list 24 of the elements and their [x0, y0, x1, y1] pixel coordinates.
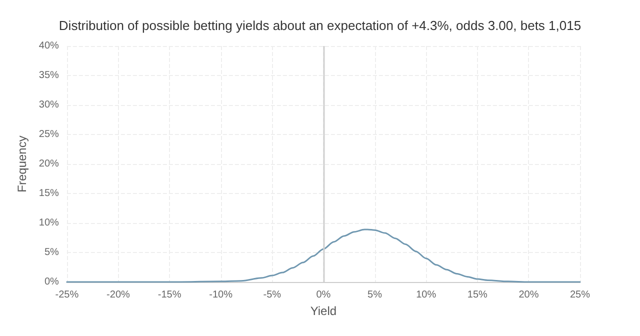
x-tick-label: -5%	[263, 290, 282, 300]
x-tick-label: 0%	[316, 290, 331, 300]
x-tick-label: 10%	[416, 290, 436, 300]
y-tick-label: 0%	[44, 276, 60, 288]
y-tick-label: 5%	[44, 247, 60, 258]
y-axis-title: Frequency	[15, 136, 29, 192]
y-tick-label: 15%	[38, 188, 60, 199]
y-tick-label: 10%	[38, 218, 60, 228]
x-tick-label: -20%	[106, 290, 130, 300]
x-tick-label: -15%	[158, 290, 182, 300]
y-tick-label: 20%	[38, 158, 60, 170]
y-tick-label: 40%	[38, 40, 60, 52]
x-tick-label: 25%	[570, 290, 590, 300]
x-tick-label: -10%	[209, 290, 233, 300]
x-tick-label: 5%	[368, 290, 382, 300]
y-tick-label: 25%	[38, 129, 60, 140]
x-axis-title: Yield	[310, 304, 337, 318]
x-tick-label: -25%	[55, 290, 79, 300]
x-tick-label: 20%	[518, 290, 539, 300]
line-series	[66, 228, 581, 283]
chart-title: Distribution of possible betting yields about an expectation of +4.3%, odds 3.00, bets 1,015	[58, 18, 582, 33]
y-tick-label: 35%	[38, 70, 60, 81]
y-tick-label: 30%	[38, 100, 60, 110]
x-tick-label: 15%	[467, 290, 488, 300]
